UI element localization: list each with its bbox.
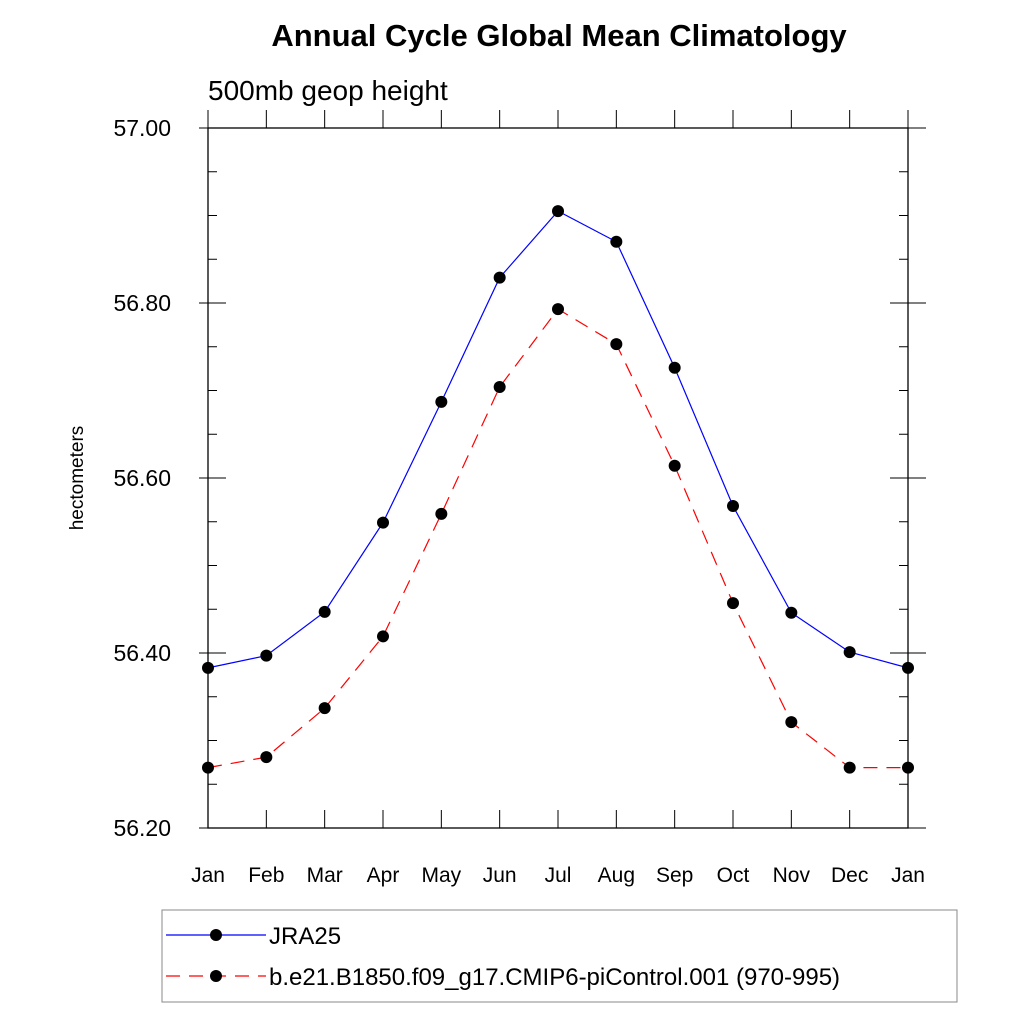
series-0-point [610, 235, 623, 248]
y-axis-label: hectometers [67, 426, 88, 531]
series-0-point [202, 661, 214, 674]
y-axis-ticks [199, 127, 926, 829]
series-1-point [377, 630, 389, 643]
series-0-point [727, 500, 739, 512]
x-tick-label: Dec [831, 864, 868, 887]
y-axis-tick-labels: 56.20 56.40 56.60 56.80 57.00 [113, 115, 171, 841]
legend-swatch-marker [210, 929, 222, 941]
series-1-point [318, 702, 331, 715]
x-axis-tick-labels: Jan Feb Mar Apr May Jun Jul Aug Sep Oct Nov Dec Jan [191, 864, 925, 887]
chart-subtitle: 500mb geop height [208, 75, 448, 106]
series-1-point [202, 761, 214, 774]
x-tick-label: Feb [248, 864, 284, 887]
series-0-point [377, 516, 389, 529]
series-0-point [785, 606, 798, 619]
series-0-point [668, 361, 681, 374]
series-1-point [902, 761, 914, 774]
y-tick-label: 56.40 [113, 640, 171, 666]
series-0-point [902, 661, 914, 674]
series-1-point [493, 381, 506, 393]
x-axis-ticks [207, 110, 909, 828]
series-0-point [435, 395, 448, 408]
series-1-point [552, 303, 564, 316]
x-tick-label: Jun [483, 864, 517, 887]
legend-swatch-marker [210, 970, 222, 982]
y-tick-label: 57.00 [113, 115, 171, 141]
legend-item-jra25: JRA25 [166, 923, 341, 950]
legend-label-cmip6-picontrol: b.e21.B1850.f09_g17.CMIP6-piControl.001 … [269, 964, 840, 991]
series-0-point [552, 205, 564, 218]
series-0-point [843, 646, 856, 659]
plot-frame [207, 127, 909, 829]
series-1-point [843, 761, 856, 774]
series-0-point [318, 605, 331, 618]
x-tick-label: Nov [773, 864, 811, 887]
series-1-point [727, 597, 739, 610]
series-1-point [785, 716, 798, 729]
series-1-point [610, 338, 623, 351]
chart-title: Annual Cycle Global Mean Climatology [271, 18, 847, 53]
legend-box [161, 909, 958, 1003]
series-1-point [435, 507, 448, 520]
x-tick-label: Apr [367, 864, 400, 887]
legend-item-cmip6-picontrol: b.e21.B1850.f09_g17.CMIP6-piControl.001 … [166, 964, 840, 991]
x-tick-label: Oct [717, 864, 750, 887]
series-0-point [493, 271, 506, 284]
x-tick-label: May [421, 864, 461, 887]
series-1-point [260, 751, 273, 764]
series-0-point [260, 649, 273, 662]
series-line-0 [207, 210, 909, 669]
y-tick-label: 56.20 [113, 815, 171, 841]
x-tick-label: Aug [598, 864, 635, 887]
legend-label-jra25: JRA25 [269, 923, 341, 950]
x-tick-label: Jan [191, 864, 225, 887]
series-1-point [668, 459, 681, 472]
x-tick-label: Sep [656, 864, 693, 887]
series-line-1 [207, 308, 908, 769]
x-tick-label: Mar [307, 864, 343, 887]
x-tick-label: Jan [891, 864, 925, 887]
x-tick-label: Jul [545, 864, 572, 887]
y-tick-label: 56.80 [113, 290, 171, 316]
series-layer [202, 205, 914, 774]
y-tick-label: 56.60 [113, 465, 171, 491]
